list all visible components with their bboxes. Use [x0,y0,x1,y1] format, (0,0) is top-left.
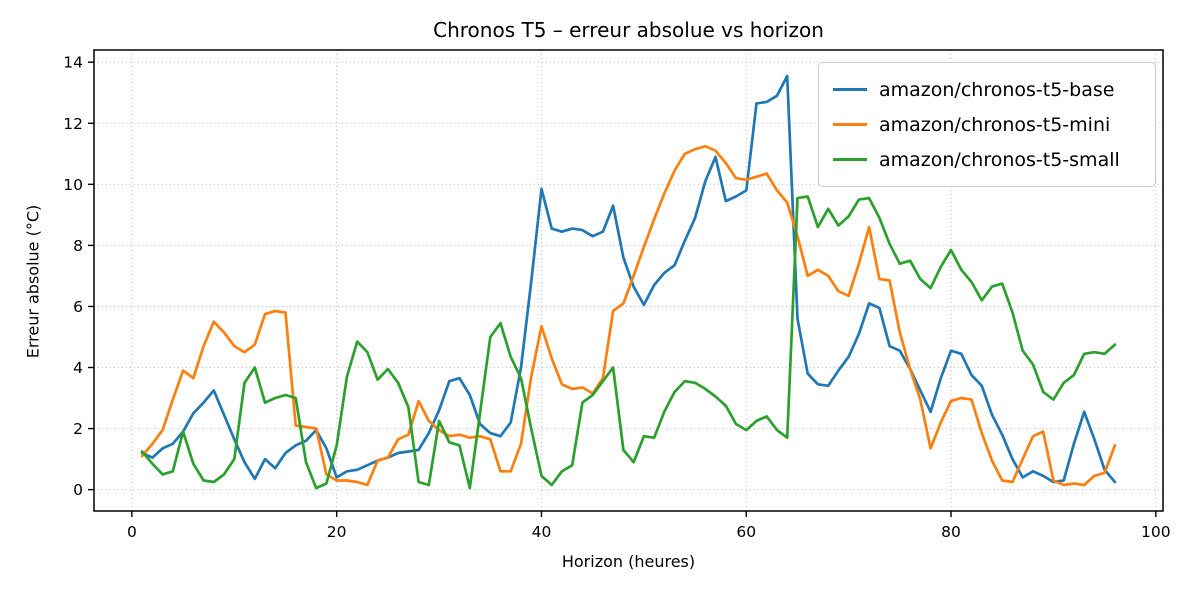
y-tick-label: 6 [73,298,83,316]
y-tick-label: 12 [63,115,83,133]
y-tick-label: 10 [63,176,83,194]
series-line-base [140,74,1117,484]
x-tick-label: 0 [127,523,137,541]
legend-line-swatch-mini [833,123,867,126]
axes-spines [93,49,1164,512]
legend-line-swatch-base [833,88,867,91]
y-tick-label: 14 [63,54,83,72]
y-tick-label: 4 [73,359,83,377]
y-axis-label: Erreur absolue (°C) [23,204,43,359]
legend: amazon/chronos-t5-base amazon/chronos-t5… [818,62,1156,187]
legend-entry-base: amazon/chronos-t5-base [833,72,1141,107]
x-tick-label: 100 [1141,523,1171,541]
legend-label-base: amazon/chronos-t5-base [879,78,1115,101]
x-axis-label: Horizon (heures) [561,552,696,571]
legend-line-swatch-small [833,158,867,161]
x-tick-label: 80 [941,523,961,541]
y-tick-label: 8 [73,237,83,255]
chart-title: Chronos T5 – erreur absolue vs horizon [433,18,824,42]
y-tick-label: 0 [73,481,83,499]
legend-entry-mini: amazon/chronos-t5-mini [833,107,1141,142]
series-line-mini [140,144,1117,487]
legend-entry-small: amazon/chronos-t5-small [833,142,1141,177]
series-line-small [140,195,1117,490]
legend-label-small: amazon/chronos-t5-small [879,148,1120,171]
y-tick-label: 2 [73,420,83,438]
x-tick-label: 40 [532,523,552,541]
x-tick-label: 60 [736,523,756,541]
legend-label-mini: amazon/chronos-t5-mini [879,113,1111,136]
x-tick-label: 20 [327,523,347,541]
